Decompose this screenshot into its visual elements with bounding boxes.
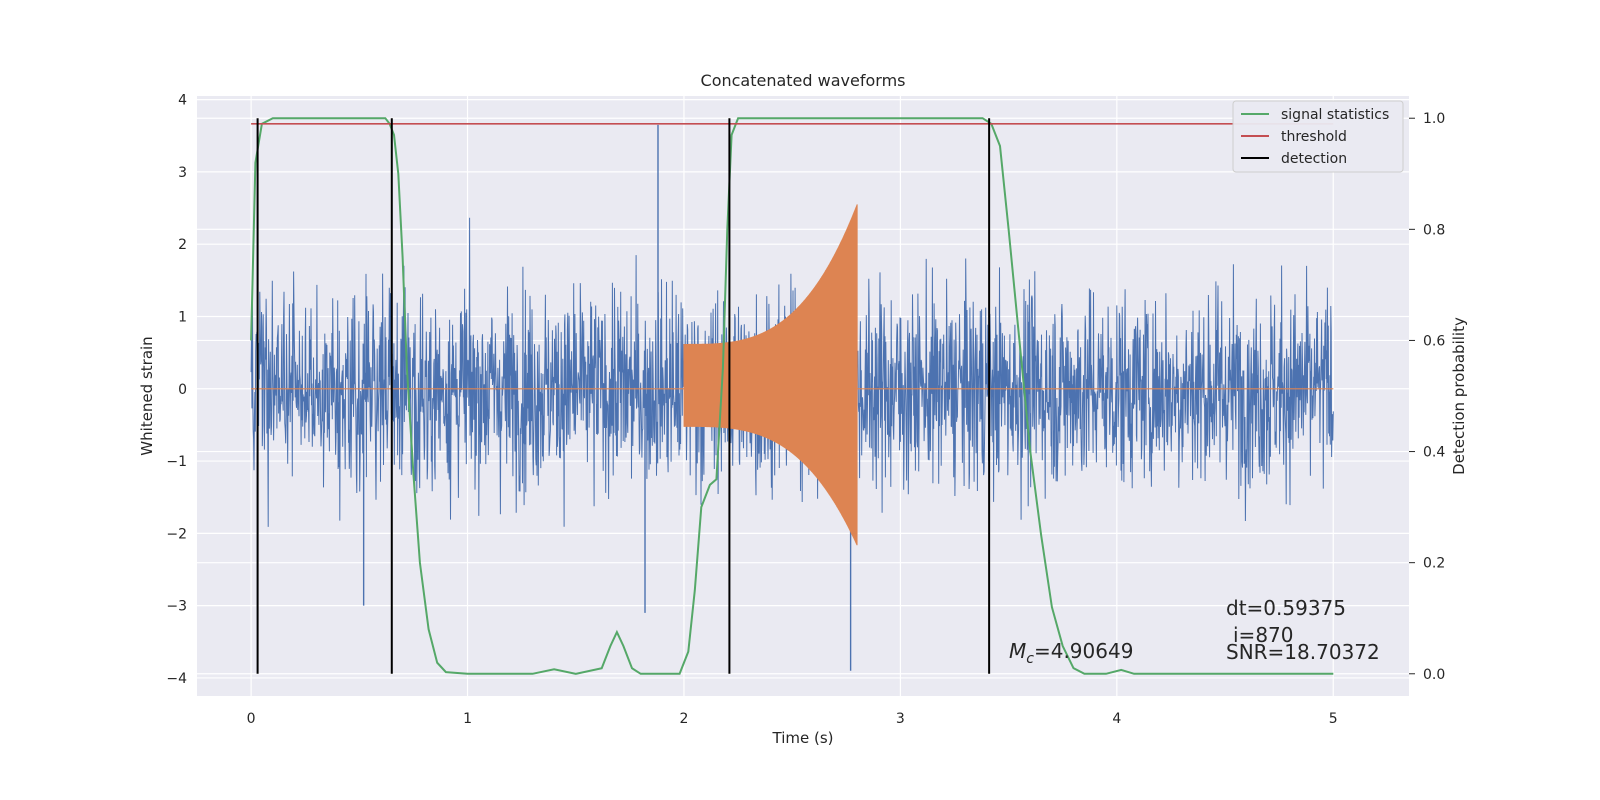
x-tick-label: 3	[896, 711, 905, 727]
y-right-tick-label: 1.0	[1423, 111, 1445, 127]
y-right-tick-label: 0.4	[1423, 445, 1445, 461]
y-axis-right-title: Detection probability	[1450, 317, 1468, 475]
y-left-tick-label: −2	[166, 526, 187, 542]
y-right-tick-label: 0.0	[1423, 667, 1445, 683]
y-left-tick-label: 3	[178, 165, 187, 181]
annotation-chirp-mass: Mc=4.90649	[1009, 639, 1133, 667]
y-right-tick-label: 0.6	[1423, 333, 1445, 349]
injected-waveform-series	[251, 204, 1334, 546]
y-left-tick-label: 0	[178, 382, 187, 398]
y-right-tick-label: 0.2	[1423, 556, 1445, 572]
annotation-index: i=870	[1233, 623, 1294, 647]
y-left-tick-label: 2	[178, 237, 187, 253]
y-left-tick-label: −4	[166, 671, 187, 687]
detection-overlay	[250, 117, 1334, 675]
legend-box	[1232, 100, 1404, 173]
x-tick-label: 5	[1329, 711, 1338, 727]
legend-label-signal-statistics: signal statistics	[1281, 107, 1389, 123]
legend-label-threshold: threshold	[1281, 129, 1347, 145]
y-right-tick-label: 0.8	[1423, 222, 1445, 238]
annotation-snr: SNR=18.70372	[1226, 640, 1380, 664]
axes: 0 1 2 3 4 5 −4 −3 −2 −1 0 1 2 3 4 0.0 0.2 0.4 0.6 0.8 1.0	[166, 93, 1445, 727]
x-tick-label: 2	[680, 711, 689, 727]
annotation-dt: dt=0.59375	[1226, 596, 1346, 620]
x-tick-label: 1	[463, 711, 472, 727]
y-axis-left-title: Whitened strain	[138, 336, 156, 455]
y-left-tick-label: 4	[178, 93, 187, 109]
y-left-tick-label: −1	[166, 454, 187, 470]
signal-statistics-line	[250, 117, 1334, 675]
y-left-tick-label: 1	[178, 309, 187, 325]
legend: signal statistics threshold detection	[1232, 100, 1404, 173]
x-tick-label: 0	[247, 711, 256, 727]
legend-label-detection: detection	[1281, 151, 1347, 167]
injected-waveform-line	[251, 204, 1334, 546]
x-axis-title: Time (s)	[772, 729, 834, 747]
y-left-tick-label: −3	[166, 599, 187, 615]
x-tick-label: 4	[1112, 711, 1121, 727]
chart-title: Concatenated waveforms	[701, 71, 906, 90]
